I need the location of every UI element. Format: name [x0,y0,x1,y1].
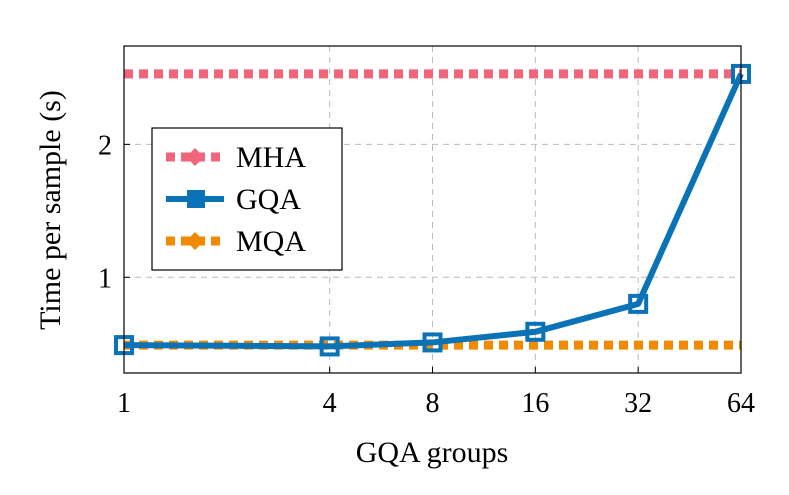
legend-diamond-marker-icon [186,232,204,250]
x-tick-label: 1 [117,388,131,419]
series-line-gqa [123,72,744,350]
x-tick-label: 8 [426,388,440,419]
legend-label-gqa: GQA [236,183,301,216]
data-point-gqa [422,332,443,353]
y-tick-label: 1 [98,263,112,294]
x-tick-label: 64 [727,388,755,419]
legend-diamond-marker-icon [186,148,204,166]
legend: MHA GQA MQA [151,127,343,271]
ticks: 1 4 8 16 32 64 1 2 [98,130,755,419]
legend-label-mqa: MQA [236,225,306,258]
y-axis-label: Time per sample (s) [34,90,67,330]
data-point-gqa [525,321,546,342]
x-axis-label: GQA groups [356,436,509,469]
data-point-gqa [628,293,649,314]
x-tick-label: 16 [521,388,549,419]
y-tick-label: 2 [98,130,112,161]
x-tick-label: 4 [323,388,337,419]
data-point-gqa [319,336,340,357]
legend-label-mha: MHA [236,141,306,174]
x-tick-label: 32 [624,388,652,419]
legend-square-marker-icon [187,190,205,208]
